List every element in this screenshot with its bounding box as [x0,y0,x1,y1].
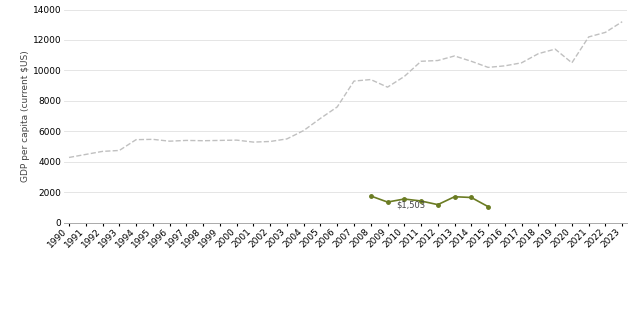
Y-axis label: GDP per capita (current $US): GDP per capita (current $US) [20,50,29,182]
Text: $1,503: $1,503 [396,201,425,210]
